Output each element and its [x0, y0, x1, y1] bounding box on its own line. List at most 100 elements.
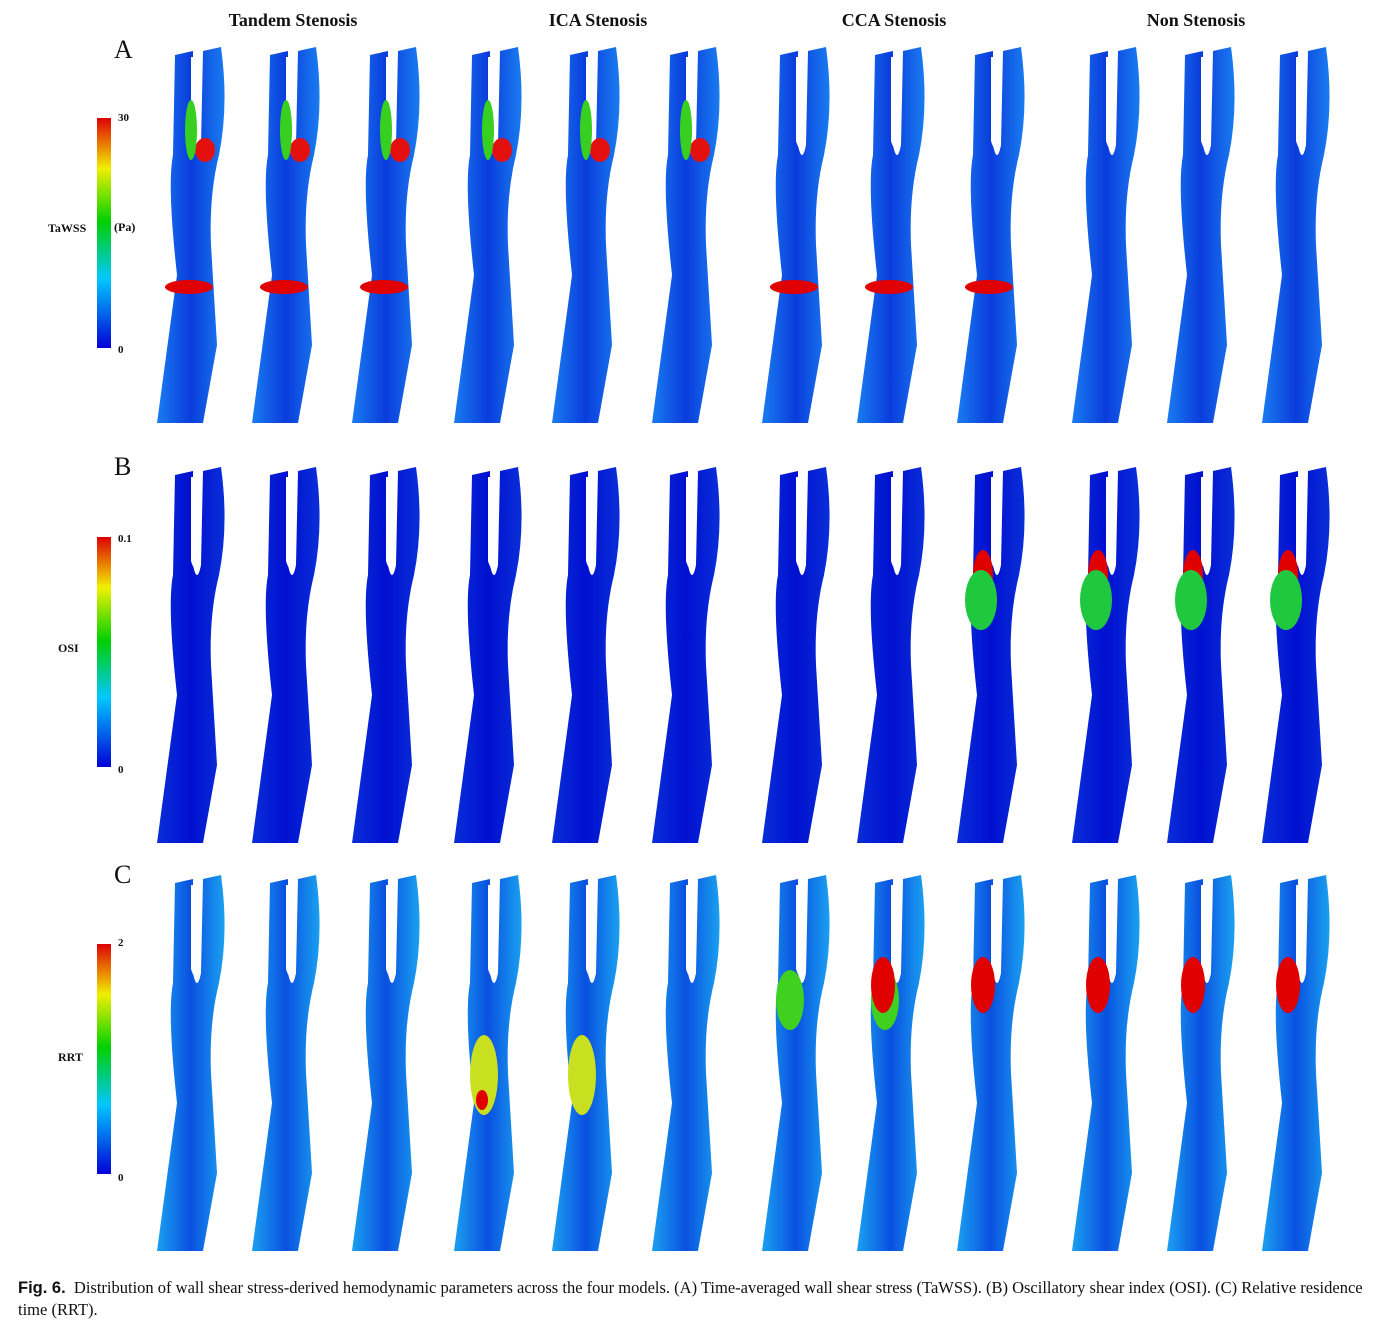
panel-letter-a: A: [114, 35, 133, 64]
rrt-green-7: [776, 970, 804, 1030]
column-header-non: Non Stenosis: [1146, 10, 1246, 30]
vessel-rrt-9-bifurcation-gap: [991, 885, 1000, 976]
tawss-ica-green-1: [185, 100, 197, 160]
colorbar-tawss: [97, 118, 111, 348]
vessel-osi-6-bifurcation-gap: [686, 477, 695, 568]
colorbar-rrt: [97, 944, 111, 1174]
vessel-rrt-11: [1167, 875, 1235, 1251]
tawss-ica-hotspot-2: [290, 138, 310, 162]
vessel-osi-5-bifurcation-gap: [586, 477, 595, 568]
vessel-rrt-6-bifurcation-gap: [686, 885, 695, 976]
vessel-rrt-2: [252, 875, 320, 1251]
tawss-stenosis-band-3: [360, 280, 408, 294]
vessel-osi-3: [352, 467, 420, 843]
vessel-osi-12: [1262, 467, 1330, 843]
column-header-tandem: Tandem Stenosis: [228, 10, 358, 30]
vessel-osi-10-bifurcation-gap: [1106, 477, 1115, 568]
rrt-hotspot-9: [971, 957, 995, 1013]
panel-letter-c: C: [114, 860, 132, 889]
vessel-osi-8: [857, 467, 925, 843]
osi-green-12: [1270, 570, 1302, 630]
vessel-osi-5: [552, 467, 620, 843]
vessel-osi-6: [652, 467, 720, 843]
tawss-ica-green-3: [380, 100, 392, 160]
caption-label: Fig. 6.: [18, 1279, 66, 1297]
vessel-osi-7: [762, 467, 830, 843]
vessel-rrt-9: [957, 875, 1025, 1251]
osi-green-11: [1175, 570, 1207, 630]
vessel-tawss-12-bifurcation-gap: [1296, 57, 1305, 148]
vessel-osi-9: [957, 467, 1025, 843]
rrt-red-4: [476, 1090, 488, 1110]
vessel-tawss-9: [957, 47, 1025, 423]
osi-green-10: [1080, 570, 1112, 630]
vessel-tawss-11-bifurcation-gap: [1201, 57, 1210, 148]
vessel-tawss-11: [1167, 47, 1235, 423]
vessel-rrt-1-bifurcation-gap: [191, 885, 200, 976]
vessel-tawss-9-bifurcation-gap: [991, 57, 1000, 148]
vessel-osi-4-bifurcation-gap: [488, 477, 497, 568]
osi-green-9: [965, 570, 997, 630]
tawss-ica-hotspot-1: [195, 138, 215, 162]
vessel-osi-11-bifurcation-gap: [1201, 477, 1210, 568]
param-label-osi: OSI: [58, 641, 79, 655]
vessel-osi-2: [252, 467, 320, 843]
colorbar-osi: [97, 537, 111, 767]
tawss-ica-green-2: [280, 100, 292, 160]
vessel-rrt-2-bifurcation-gap: [286, 885, 295, 976]
vessel-osi-10: [1072, 467, 1140, 843]
vessel-osi-7-bifurcation-gap: [796, 477, 805, 568]
vessel-rrt-3: [352, 875, 420, 1251]
vessel-rrt-12-bifurcation-gap: [1296, 885, 1305, 976]
tawss-ica-hotspot-6: [690, 138, 710, 162]
tawss-ica-hotspot-4: [492, 138, 512, 162]
vessel-osi-11: [1167, 467, 1235, 843]
vessel-rrt-4-bifurcation-gap: [488, 885, 497, 976]
colorbar-osi-max: 0.1: [118, 533, 132, 545]
vessel-rrt-5-bifurcation-gap: [586, 885, 595, 976]
vessel-osi-2-bifurcation-gap: [286, 477, 295, 568]
tawss-ica-hotspot-3: [390, 138, 410, 162]
vessel-tawss-8: [857, 47, 925, 423]
rrt-hotspot-11: [1181, 957, 1205, 1013]
rrt-hotspot-8: [871, 957, 895, 1013]
param-label-tawss: TaWSS: [48, 221, 87, 235]
param-label-rrt: RRT: [58, 1050, 83, 1064]
column-header-ica: ICA Stenosis: [548, 10, 648, 30]
tawss-ica-green-4: [482, 100, 494, 160]
colorbar-tawss-min: 0: [118, 344, 124, 356]
vessel-rrt-6: [652, 875, 720, 1251]
caption-text: Distribution of wall shear stress-derive…: [18, 1278, 1363, 1319]
tawss-stenosis-band-8: [865, 280, 913, 294]
tawss-ica-hotspot-5: [590, 138, 610, 162]
vessel-osi-12-bifurcation-gap: [1296, 477, 1305, 568]
vessel-osi-4: [454, 467, 522, 843]
rrt-hotspot-10: [1086, 957, 1110, 1013]
vessel-osi-8-bifurcation-gap: [891, 477, 900, 568]
tawss-stenosis-band-2: [260, 280, 308, 294]
vessel-tawss-8-bifurcation-gap: [891, 57, 900, 148]
vessel-osi-9-bifurcation-gap: [991, 477, 1000, 568]
vessel-rrt-10: [1072, 875, 1140, 1251]
vessel-figure: [157, 47, 1330, 1251]
vessel-osi-1-bifurcation-gap: [191, 477, 200, 568]
vessel-rrt-8: [857, 875, 925, 1251]
vessel-tawss-10: [1072, 47, 1140, 423]
figure-caption: Fig. 6. Distribution of wall shear stres…: [18, 1277, 1368, 1321]
vessel-tawss-7: [762, 47, 830, 423]
vessel-rrt-12: [1262, 875, 1330, 1251]
column-header-cca: CCA Stenosis: [841, 10, 947, 30]
panel-letter-b: B: [114, 452, 132, 481]
vessel-osi-3-bifurcation-gap: [386, 477, 395, 568]
colorbar-rrt-min: 0: [118, 1172, 124, 1184]
vessel-rrt-10-bifurcation-gap: [1106, 885, 1115, 976]
colorbar-tawss-max: 30: [118, 112, 129, 124]
vessel-rrt-7: [762, 875, 830, 1251]
param-unit-tawss: (Pa): [114, 220, 136, 234]
colorbar-osi-min: 0: [118, 764, 124, 776]
vessel-osi-1: [157, 467, 225, 843]
vessel-rrt-7-bifurcation-gap: [796, 885, 805, 976]
colorbar-rrt-max: 2: [118, 937, 124, 949]
rrt-yellow-5: [568, 1035, 596, 1115]
tawss-ica-green-6: [680, 100, 692, 160]
